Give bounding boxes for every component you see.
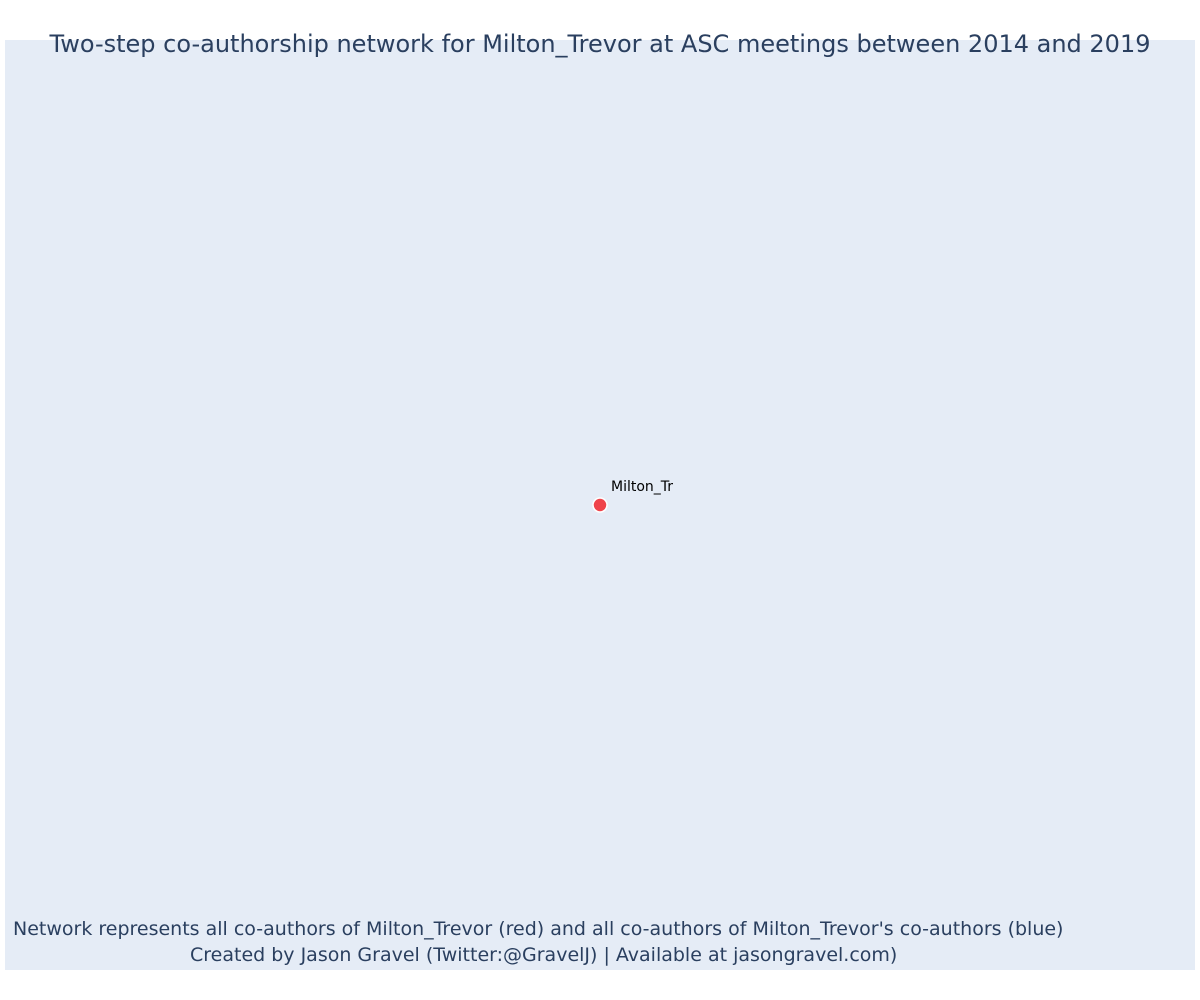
network-node-0[interactable] (592, 497, 608, 513)
chart-title: Two-step co-authorship network for Milto… (49, 30, 1151, 58)
network-node-label-0: Milton_Tr (611, 479, 673, 495)
caption-credit: Created by Jason Gravel (Twitter:@Gravel… (190, 944, 898, 966)
caption-network-description: Network represents all co-authors of Mil… (13, 918, 1064, 940)
